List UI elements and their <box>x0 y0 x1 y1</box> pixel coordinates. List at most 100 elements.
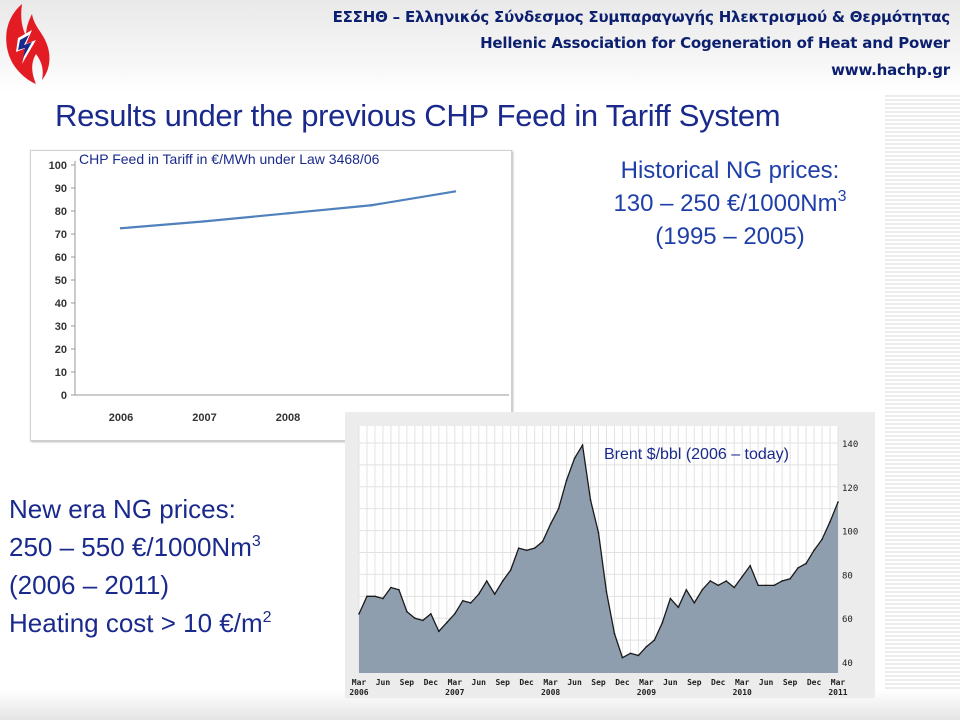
brent-data-point <box>621 656 624 659</box>
brent-y-tick-label: 120 <box>842 484 858 494</box>
brent-price-chart: 40 60 80 100 120 140 Mar 2006 Jun Sep Dec Mar 2007 Ju… <box>345 412 875 698</box>
brent-x-tick-month: Mar <box>543 678 558 687</box>
brent-data-point <box>637 654 640 657</box>
brent-x-tick-year: 2010 <box>733 688 752 697</box>
brent-data-point <box>829 521 831 523</box>
brent-data-point <box>493 593 496 595</box>
feed-y-tick-label: 80 <box>55 206 67 218</box>
feed-y-tick-label: 60 <box>55 252 67 264</box>
brent-data-point <box>813 549 815 552</box>
brent-x-tick-month: Mar <box>448 678 463 687</box>
brent-x-tick-month: Jun <box>472 678 487 687</box>
new-era-line-4: Heating cost > 10 €/m2 <box>9 604 272 642</box>
brent-data-point <box>693 602 696 604</box>
decorative-stripes <box>885 95 960 690</box>
feed-data-point <box>453 190 457 193</box>
brent-x-tick-month: Dec <box>615 678 630 687</box>
brent-data-point <box>709 580 712 582</box>
header-english-title: Hellenic Association for Cogeneration of… <box>480 34 950 52</box>
brent-data-point <box>613 632 616 635</box>
brent-x-tick-month: Dec <box>807 678 822 687</box>
brent-y-tick-label: 40 <box>842 659 853 669</box>
feed-data-point <box>119 227 123 230</box>
brent-x-tick-month: Jun <box>376 678 391 687</box>
brent-data-point <box>398 588 400 591</box>
feed-chart-title: CHP Feed in Tariff in €/MWh under Law 34… <box>79 151 380 167</box>
new-era-line-3: (2006 – 2011) <box>9 570 169 600</box>
brent-x-tick-year: 2009 <box>637 688 656 697</box>
feed-y-tick-label: 10 <box>55 367 67 379</box>
brent-x-tick-month: Sep <box>687 678 702 687</box>
new-era-unit-superscript: 3 <box>251 533 261 550</box>
new-era-line-2: 250 – 550 €/1000Nm3 <box>9 528 272 566</box>
brent-x-tick-month: Jun <box>663 678 678 687</box>
brent-data-point <box>430 613 432 615</box>
brent-data-point <box>733 586 736 589</box>
brent-data-point <box>669 597 672 600</box>
feed-y-tick-label: 50 <box>55 275 67 287</box>
brent-x-tick-month: Jun <box>759 678 774 687</box>
brent-data-point <box>581 444 584 446</box>
brent-x-tick-month: Dec <box>519 678 534 687</box>
historical-line-1: Historical NG prices: <box>620 157 840 184</box>
brent-chart-title: Brent $/bbl (2006 – today) <box>604 446 790 463</box>
feed-y-tick-label: 20 <box>55 344 67 356</box>
brent-x-tick-year: 2008 <box>541 688 560 697</box>
brent-data-point <box>589 499 592 501</box>
brent-data-point <box>725 580 728 582</box>
brent-area <box>359 445 838 673</box>
feed-data-point <box>286 212 290 215</box>
historical-line-3: (1995 – 2005) <box>655 223 805 250</box>
brent-data-point <box>454 613 456 615</box>
brent-x-tick-month: Sep <box>495 678 510 687</box>
brent-x-tick-month: Sep <box>591 678 606 687</box>
brent-data-point <box>805 562 807 565</box>
feed-y-tick-label: 70 <box>55 229 67 241</box>
brent-data-point <box>469 602 472 604</box>
brent-data-point <box>765 584 767 587</box>
brent-data-point <box>717 584 720 587</box>
brent-data-point <box>438 630 440 633</box>
feed-in-tariff-chart: CHP Feed in Tariff in €/MWh under Law 34… <box>30 150 512 441</box>
brent-x-tick-month: Mar <box>831 678 846 687</box>
brent-y-tick-label: 140 <box>842 440 858 450</box>
brent-data-point <box>837 501 839 503</box>
historical-line-2: 130 – 250 €/1000Nm3 <box>580 187 880 220</box>
brent-data-point <box>446 621 448 624</box>
brent-data-point <box>366 595 368 598</box>
brent-data-point <box>653 639 656 641</box>
heating-cost-superscript: 2 <box>262 609 272 626</box>
brent-data-point <box>390 586 392 589</box>
brent-data-point <box>422 619 424 622</box>
brent-data-point <box>629 652 632 655</box>
feed-x-tick-label: 2006 <box>109 412 133 424</box>
brent-x-tick-month: Dec <box>711 678 726 687</box>
historical-unit-superscript: 3 <box>837 188 847 205</box>
brent-x-tick-month: Sep <box>783 678 798 687</box>
brent-data-point <box>501 580 504 582</box>
brent-data-point <box>781 580 783 582</box>
historical-range: 130 – 250 €/1000Nm <box>613 190 838 217</box>
brent-x-tick-year: 2011 <box>828 688 847 697</box>
brent-data-point <box>597 531 600 534</box>
header-greek-title: ΕΣΣΗΘ – Ελληνικός Σύνδεσμος Συμπαραγωγής… <box>332 8 951 26</box>
brent-data-point <box>749 564 751 567</box>
feed-x-tick-label: 2007 <box>192 412 216 424</box>
brent-data-point <box>525 549 528 552</box>
brent-data-point <box>565 479 568 481</box>
brent-data-point <box>549 523 552 525</box>
brent-data-point <box>477 593 480 595</box>
brent-data-point <box>533 547 536 549</box>
brent-data-point <box>485 580 488 582</box>
brent-data-point <box>701 588 704 591</box>
flame-logo-icon <box>6 4 50 84</box>
brent-data-point <box>821 538 823 541</box>
feed-data-point <box>370 204 373 207</box>
header-band <box>0 0 960 92</box>
brent-data-point <box>461 599 464 602</box>
feed-y-tick-label: 90 <box>55 183 67 195</box>
header-website-link[interactable]: www.hachp.gr <box>831 61 950 79</box>
feed-data-point <box>203 220 206 223</box>
feed-y-tick-label: 40 <box>55 298 67 310</box>
brent-x-tick-month: Jun <box>567 678 582 687</box>
